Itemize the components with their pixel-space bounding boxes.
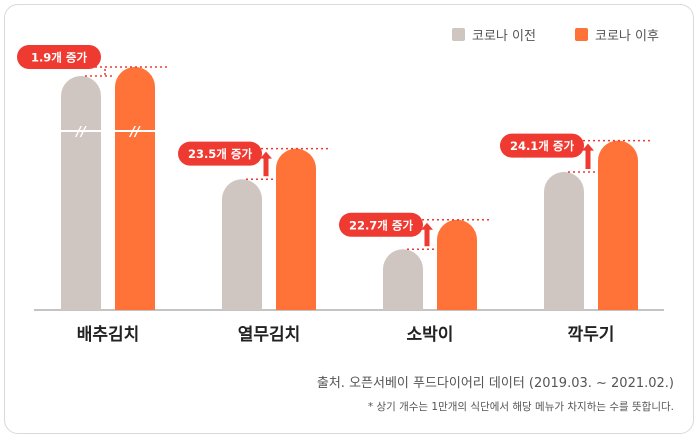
bar-before-0 bbox=[61, 76, 101, 310]
increase-label-2: 22.7개 증가 bbox=[349, 218, 414, 232]
increase-arrow-3 bbox=[582, 143, 594, 169]
increase-pill-1 bbox=[178, 141, 262, 166]
x-tick-label-3: 깍두기 bbox=[568, 325, 615, 345]
axis-break-mark-1: // bbox=[128, 125, 141, 140]
increase-label-0: 1.9개 증가 bbox=[31, 51, 88, 65]
increase-pill-3 bbox=[500, 133, 584, 158]
bar-before-3 bbox=[544, 171, 584, 310]
x-tick-label-0: 배추김치 bbox=[77, 325, 140, 345]
x-tick-label-2: 소박이 bbox=[407, 325, 454, 345]
increase-label-1: 23.5개 증가 bbox=[188, 147, 253, 161]
bar-after-1 bbox=[276, 148, 316, 310]
bar-after-3 bbox=[598, 140, 638, 310]
bar-before-1 bbox=[222, 179, 262, 310]
footnote-text: * 상기 개수는 1만개의 식단에서 해당 메뉴가 차지하는 수를 뜻합니다. bbox=[367, 401, 674, 413]
axis-break-mark-0: // bbox=[74, 125, 87, 140]
increase-arrow-1 bbox=[260, 151, 272, 177]
legend-label-after: 코로나 이후 bbox=[595, 29, 659, 44]
bar-before-2 bbox=[383, 249, 423, 310]
legend-swatch-after bbox=[575, 28, 588, 41]
bar-after-2 bbox=[437, 219, 477, 310]
increase-pill-0 bbox=[17, 45, 101, 69]
source-text: 출처. 오픈서베이 푸드다이어리 데이터 (2019.03. ~ 2021.02… bbox=[316, 376, 674, 391]
increase-pill-2 bbox=[339, 212, 423, 237]
x-tick-label-1: 열무김치 bbox=[238, 325, 301, 345]
legend: 코로나 이전 코로나 이후 bbox=[452, 28, 659, 44]
increase-label-3: 24.1개 증가 bbox=[510, 139, 575, 153]
bar-after-0 bbox=[115, 67, 155, 310]
increase-arrow-2 bbox=[421, 222, 433, 247]
legend-label-before: 코로나 이전 bbox=[472, 29, 536, 44]
legend-swatch-before bbox=[452, 28, 465, 41]
